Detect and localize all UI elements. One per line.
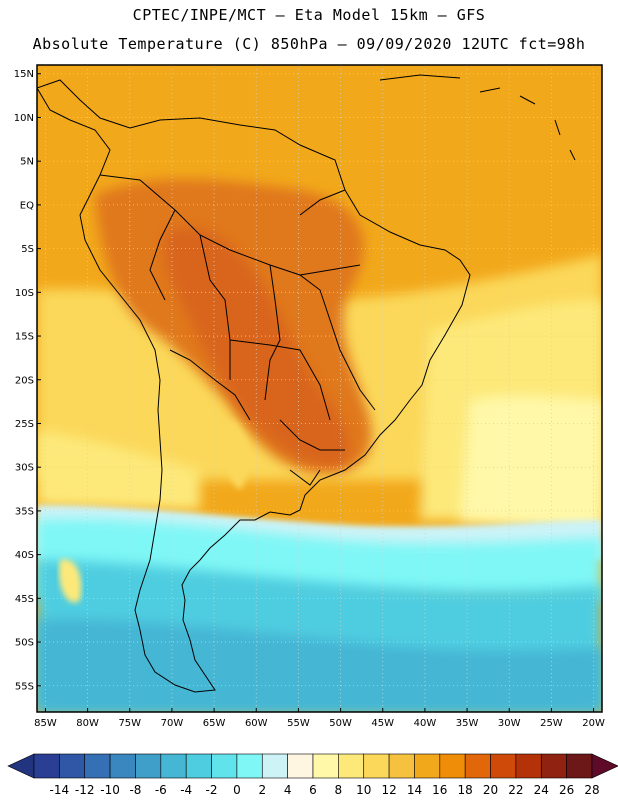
lat-tick-label: EQ — [20, 200, 34, 211]
lat-tick-label: 15N — [14, 69, 34, 80]
chart-title: CPTEC/INPE/MCT — Eta Model 15km — GFS — [132, 6, 486, 24]
colorbar-swatch — [109, 753, 136, 779]
lat-tick-label: 40S — [15, 550, 34, 561]
colorbar-swatch — [540, 753, 567, 779]
lat-tick-label: 25S — [15, 419, 34, 430]
lon-tick-label: 30W — [498, 718, 521, 729]
field-lightest-yellow — [460, 395, 602, 530]
colorbar-swatch — [211, 753, 238, 779]
lon-tick-label: 35W — [456, 718, 479, 729]
colorbar-label: 16 — [432, 783, 447, 797]
south-america-coastline — [37, 79, 471, 693]
lon-tick-label: 85W — [34, 718, 57, 729]
colorbar-label: 10 — [356, 783, 371, 797]
colorbar-swatch — [566, 753, 593, 779]
lat-tick-label: 20S — [15, 375, 34, 386]
colorbar-label: 26 — [559, 783, 574, 797]
colorbar-arrow-left — [7, 753, 35, 779]
colorbar-label: 12 — [381, 783, 396, 797]
colorbar: -14 -12 -10 -8 -6 -4 -2 0 2 4 6 8 10 12 14 16 18 20 22 24 26… — [7, 753, 618, 797]
colorbar-label: 24 — [534, 783, 549, 797]
field-hottest-core — [164, 228, 350, 466]
colorbar-swatch — [515, 753, 542, 779]
colorbar-swatch — [490, 753, 517, 779]
colorbar-label: -8 — [129, 783, 141, 797]
colorbar-swatch — [135, 753, 162, 779]
colorbar-swatch — [287, 753, 314, 779]
map-frame — [36, 64, 603, 713]
colorbar-label: -10 — [100, 783, 120, 797]
lon-tick-label: 40W — [414, 718, 437, 729]
colorbar-swatch — [236, 753, 263, 779]
lat-tick-label: 55S — [15, 681, 34, 692]
colorbar-label: -2 — [206, 783, 218, 797]
colorbar-label: 8 — [335, 783, 343, 797]
lat-tick-label: 5S — [21, 244, 34, 255]
colorbar-swatch — [439, 753, 466, 779]
lon-tick-label: 70W — [161, 718, 184, 729]
lat-tick-label: 10S — [15, 288, 34, 299]
colorbar-label: 20 — [483, 783, 498, 797]
colorbar-swatch — [414, 753, 441, 779]
colorbar-label: 0 — [233, 783, 241, 797]
colorbar-label: -12 — [75, 783, 95, 797]
colorbar-label: 18 — [458, 783, 473, 797]
colorbar-label: 4 — [284, 783, 292, 797]
temperature-field — [37, 65, 602, 712]
colorbar-label: 14 — [407, 783, 422, 797]
lon-tick-label: 50W — [329, 718, 352, 729]
lat-tick-label: 30S — [15, 463, 34, 474]
colorbar-label: 2 — [258, 783, 266, 797]
colorbar-swatch — [464, 753, 491, 779]
chart-subtitle: Absolute Temperature (C) 850hPa — 09/09/… — [32, 35, 586, 53]
border-lines — [99, 174, 376, 486]
colorbar-label: 28 — [584, 783, 599, 797]
colorbar-label: -14 — [50, 783, 70, 797]
colorbar-label: -4 — [180, 783, 192, 797]
colorbar-swatch — [59, 753, 86, 779]
lon-tick-label: 60W — [245, 718, 268, 729]
lon-tick-label: 20W — [582, 718, 605, 729]
country-borders — [37, 74, 576, 693]
lat-tick-label: 35S — [15, 506, 34, 517]
colorbar-arrow-right — [591, 753, 618, 779]
lon-tick-label: 65W — [203, 718, 226, 729]
colorbar-swatch — [185, 753, 212, 779]
colorbar-swatch — [160, 753, 187, 779]
latitude-axis: 15N 10N 5N EQ 5S 10S 15S 20S 25S 30S 35S 40S 45S 50S 5… — [14, 69, 41, 692]
colorbar-swatch — [84, 753, 111, 779]
lon-tick-label: 55W — [287, 718, 310, 729]
lat-tick-label: 15S — [15, 332, 34, 343]
lat-tick-label: 45S — [15, 594, 34, 605]
colorbar-swatch — [363, 753, 390, 779]
lat-tick-label: 50S — [15, 638, 34, 649]
lat-tick-label: 10N — [14, 113, 34, 124]
lon-tick-label: 45W — [371, 718, 394, 729]
lon-tick-label: 80W — [76, 718, 99, 729]
longitude-axis: 85W 80W 75W 70W 65W 60W 55W 50W 45W 40W 35W 30W 25W 2… — [34, 708, 605, 729]
colorbar-swatch — [261, 753, 288, 779]
colorbar-swatch — [388, 753, 415, 779]
colorbar-label: 6 — [309, 783, 317, 797]
colorbar-label: -6 — [155, 783, 167, 797]
colorbar-label: 22 — [508, 783, 523, 797]
colorbar-swatch — [33, 753, 60, 779]
colorbar-swatch — [312, 753, 339, 779]
lat-tick-label: 5N — [20, 157, 34, 168]
lon-tick-label: 25W — [540, 718, 563, 729]
colorbar-swatch — [338, 753, 365, 779]
caribbean-islands — [379, 74, 576, 161]
lon-tick-label: 75W — [118, 718, 141, 729]
